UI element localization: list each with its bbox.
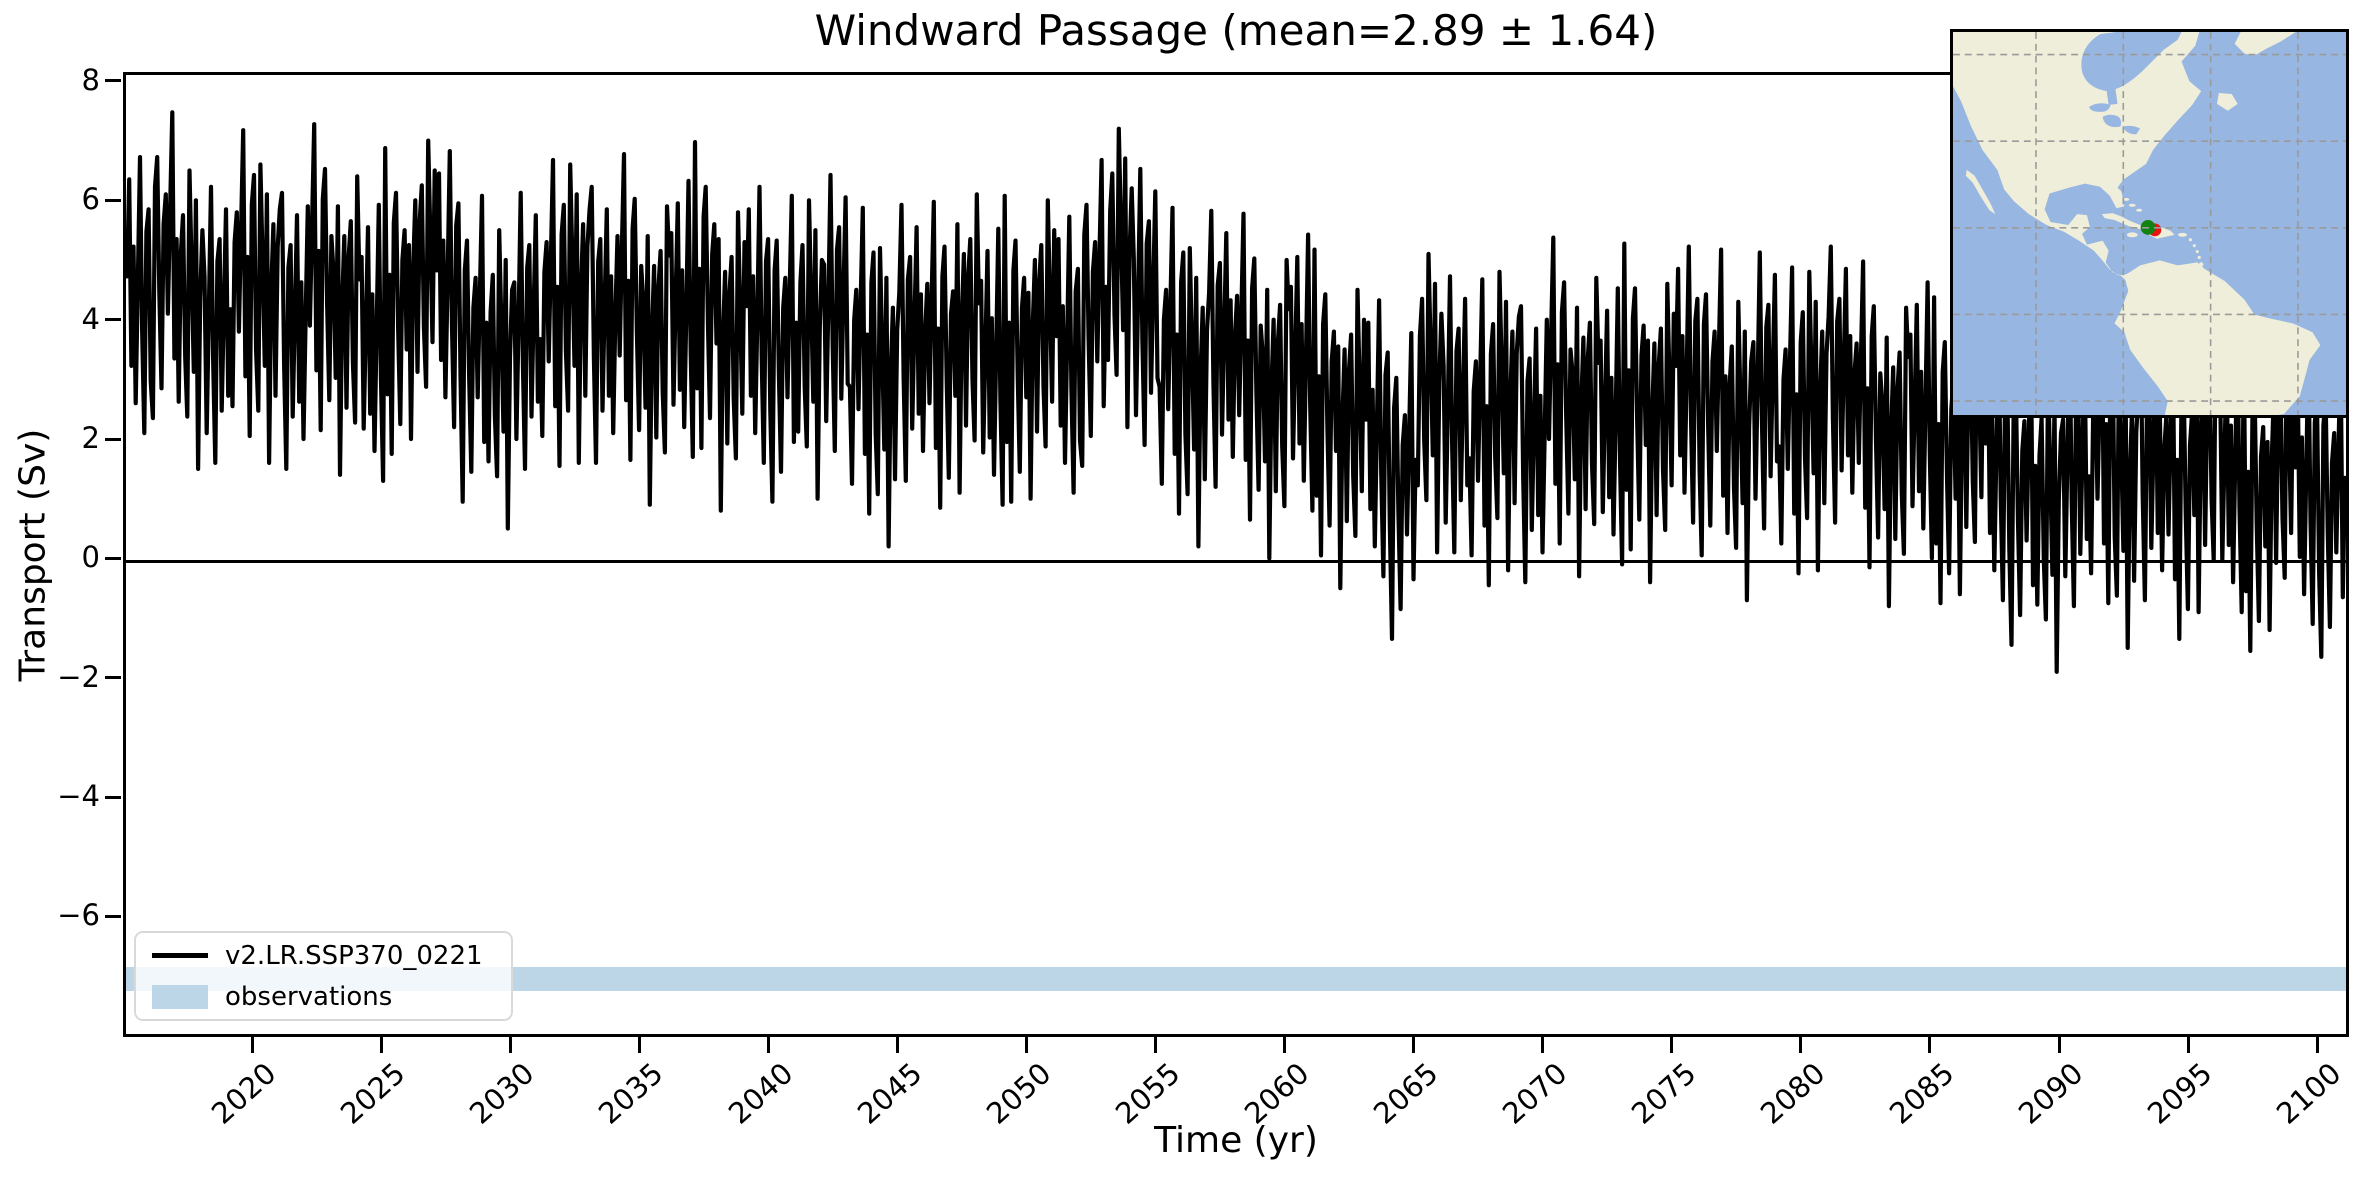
y-tick-mark [105, 79, 121, 83]
x-tick-mark [508, 1037, 512, 1053]
inset-map [1950, 29, 2349, 418]
legend-item-observations: observations [152, 981, 511, 1013]
legend-item-model: v2.LR.SSP370_0221 [152, 940, 511, 972]
x-tick-mark [1154, 1037, 1158, 1053]
legend: v2.LR.SSP370_0221 observations [134, 931, 513, 1021]
x-tick-mark [1541, 1037, 1545, 1053]
chart-title: Windward Passage (mean=2.89 ± 1.64) [814, 6, 1658, 55]
y-tick-mark [105, 914, 121, 918]
x-tick-mark [895, 1037, 899, 1053]
y-tick-label: 4 [81, 301, 100, 336]
x-tick-mark [766, 1037, 770, 1053]
y-tick-label: −4 [57, 779, 100, 814]
x-tick-mark [2186, 1037, 2190, 1053]
map-gridlines [1953, 32, 2346, 415]
timeseries-svg [126, 110, 2346, 674]
y-tick-label: 8 [81, 62, 100, 97]
x-axis-label: Time (yr) [1154, 1120, 1318, 1161]
y-axis-label: Transport (Sv) [12, 428, 54, 682]
y-tick-label: −2 [57, 659, 100, 694]
observations-band [126, 967, 2346, 992]
legend-line-sample [152, 953, 208, 958]
hudson-bay [2081, 32, 2182, 105]
x-tick-mark [1670, 1037, 1674, 1053]
x-tick-mark [1928, 1037, 1932, 1053]
y-tick-label: 2 [81, 421, 100, 455]
x-tick-mark [1799, 1037, 1803, 1053]
puerto-rico-island [2178, 232, 2187, 237]
y-tick-label: −6 [57, 898, 100, 933]
y-tick-mark [105, 198, 121, 202]
x-tick-mark [379, 1037, 383, 1053]
y-tick-mark [105, 795, 121, 799]
legend-label-model: v2.LR.SSP370_0221 [225, 940, 483, 971]
cuba-island [2101, 213, 2150, 230]
y-tick-mark [105, 556, 121, 560]
lesser-antilles [2197, 255, 2201, 260]
lesser-antilles [2192, 244, 2196, 248]
bahamas-islands [2128, 203, 2136, 207]
y-tick-label: 0 [81, 540, 100, 575]
y-tick-mark [105, 437, 121, 441]
greenland-landmass [2234, 32, 2296, 56]
baja-california-peninsula [1965, 169, 1996, 215]
lesser-antilles [2188, 238, 2192, 242]
x-tick-mark [2057, 1037, 2061, 1053]
y-tick-mark [105, 318, 121, 322]
newfoundland-island [2216, 93, 2238, 111]
x-tick-mark [2315, 1037, 2319, 1053]
inset-map-svg [1953, 32, 2346, 415]
legend-patch-sample [152, 984, 208, 1009]
legend-label-observations: observations [225, 981, 393, 1012]
zero-reference-line [126, 559, 2346, 563]
x-tick-mark [1024, 1037, 1028, 1053]
north-and-south-america-landmass [1953, 32, 2321, 415]
lesser-antilles [2195, 249, 2199, 254]
transport-series-line [126, 110, 2346, 674]
trinidad-island [2199, 262, 2204, 267]
y-tick-mark [105, 676, 121, 680]
great-lakes [2088, 103, 2141, 135]
bahamas-islands [2136, 208, 2143, 212]
x-tick-mark [1283, 1037, 1287, 1053]
bahamas-islands [2123, 197, 2130, 201]
jamaica-island [2126, 232, 2138, 238]
x-tick-mark [1412, 1037, 1416, 1053]
x-tick-mark [250, 1037, 254, 1053]
y-tick-label: 6 [81, 182, 100, 217]
x-tick-mark [637, 1037, 641, 1053]
